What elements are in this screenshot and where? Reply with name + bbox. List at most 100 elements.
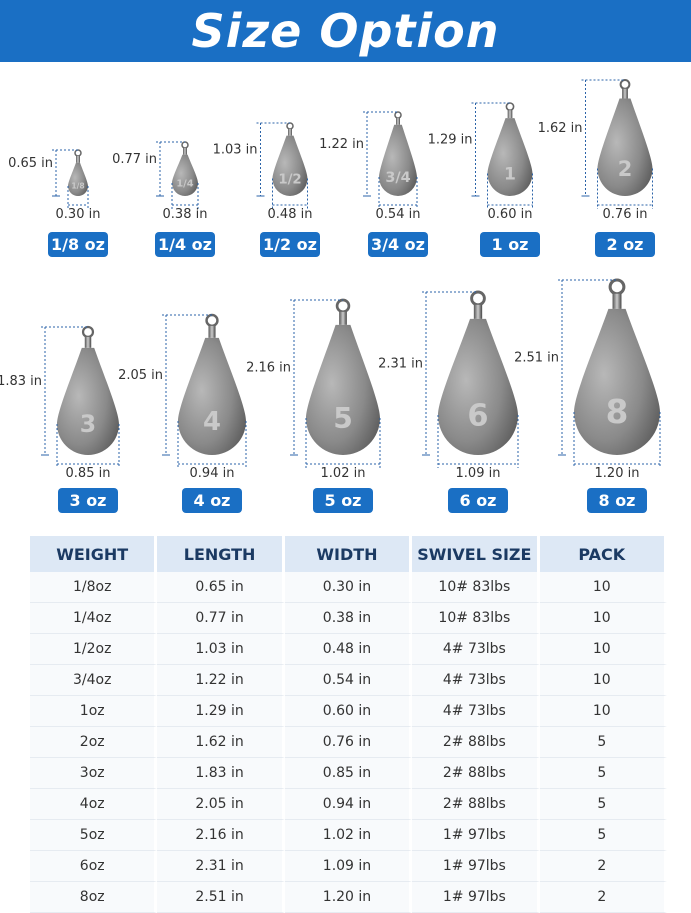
table-cell: 2.31 in xyxy=(157,851,285,882)
sinker-illustrations: 1/8 0.65 in 0.30 in 1/8 oz 1/4 0.77 in 0.38 in… xyxy=(0,79,661,513)
sinker: 1/8 xyxy=(68,149,88,196)
table-cell: 3/4oz xyxy=(30,665,158,696)
header-band: Size Option xyxy=(0,0,691,62)
sinker-body xyxy=(574,308,660,455)
table-cell: 1.20 in xyxy=(284,882,413,913)
table-cell: 1/2oz xyxy=(30,634,158,665)
table-cell: 1oz xyxy=(30,696,158,727)
table-row: 4oz 2.05 in 0.94 in 2# 88lbs 5 xyxy=(30,789,667,820)
length-label: 1.03 in xyxy=(213,143,258,158)
table-cell: 5oz xyxy=(30,820,158,851)
weight-badge xyxy=(58,488,118,513)
width-label: 0.54 in xyxy=(376,207,421,222)
weight-label: 6 oz xyxy=(459,491,496,510)
table-cell: 10 xyxy=(539,572,667,603)
weight-label: 1/2 oz xyxy=(263,235,317,254)
swivel-ring xyxy=(74,149,82,157)
swivel-barrel xyxy=(622,88,628,99)
weight-label: 1 oz xyxy=(491,235,528,254)
length-label: 2.51 in xyxy=(514,351,559,366)
weight-badge xyxy=(368,232,428,257)
table-cell: 2# 88lbs xyxy=(412,758,540,789)
table-row: 6oz 2.31 in 1.09 in 1# 97lbs 2 xyxy=(30,851,667,882)
sinker-stamp: 1/8 xyxy=(71,182,84,191)
weight-badge xyxy=(595,232,655,257)
width-label: 1.02 in xyxy=(321,466,366,481)
weight-label: 5 oz xyxy=(324,491,361,510)
sinker-stamp: 4 xyxy=(203,407,221,437)
table-row: 1/8oz 0.65 in 0.30 in 10# 83lbs 10 xyxy=(30,572,667,603)
table-cell: 2.16 in xyxy=(157,820,285,851)
column-header: WIDTH xyxy=(284,536,413,572)
table-cell: 1/4oz xyxy=(30,603,158,634)
table-row: 1oz 1.29 in 0.60 in 4# 73lbs 10 xyxy=(30,696,667,727)
table-cell: 1# 97lbs xyxy=(412,820,540,851)
sinker-stamp: 3 xyxy=(80,410,96,438)
swivel-ring xyxy=(505,102,515,112)
sinker-body xyxy=(438,318,518,455)
table-cell: 1.62 in xyxy=(157,727,285,758)
table-cell: 4# 73lbs xyxy=(412,696,540,727)
table-row: 3oz 1.83 in 0.85 in 2# 88lbs 5 xyxy=(30,758,667,789)
swivel-ring xyxy=(81,325,95,339)
table-cell: 10 xyxy=(539,665,667,696)
table-cell: 5 xyxy=(539,820,667,851)
table-cell: 2.05 in xyxy=(157,789,285,820)
table-cell: 0.77 in xyxy=(157,603,285,634)
swivel-barrel xyxy=(288,129,292,136)
table-cell: 1.03 in xyxy=(157,634,285,665)
swivel-barrel xyxy=(339,311,347,325)
table-cell: 4oz xyxy=(30,789,158,820)
table-cell: 1.02 in xyxy=(284,820,413,851)
table-cell: 0.60 in xyxy=(284,696,413,727)
swivel-ring xyxy=(286,122,294,130)
spec-table: WEIGHT LENGTH WIDTH SWIVEL SIZE PACK 1/8oz 0.6… xyxy=(30,536,667,913)
swivel-barrel xyxy=(612,293,622,309)
table-cell: 6oz xyxy=(30,851,158,882)
weight-label: 3 oz xyxy=(69,491,106,510)
sinker: 6 xyxy=(438,290,518,455)
swivel-barrel xyxy=(84,336,92,348)
sinker-stamp: 8 xyxy=(606,393,629,431)
table-cell: 0.54 in xyxy=(284,665,413,696)
swivel-ring xyxy=(181,141,189,149)
swivel-ring xyxy=(619,79,631,90)
table-cell: 1.09 in xyxy=(284,851,413,882)
sinker: 1/4 xyxy=(172,141,198,196)
table-cell: 1# 97lbs xyxy=(412,851,540,882)
table-cell: 1/8oz xyxy=(30,572,158,603)
table-row: 8oz 2.51 in 1.20 in 1# 97lbs 2 xyxy=(30,882,667,913)
length-label: 1.62 in xyxy=(538,121,583,136)
weight-badge xyxy=(48,232,108,257)
width-label: 0.60 in xyxy=(488,207,533,222)
table-cell: 10 xyxy=(539,603,667,634)
column-header: WEIGHT xyxy=(30,536,158,572)
column-header: PACK xyxy=(539,536,667,572)
sinker-body xyxy=(379,124,417,196)
width-label: 0.48 in xyxy=(268,207,313,222)
table-row: 3/4oz 1.22 in 0.54 in 4# 73lbs 10 xyxy=(30,665,667,696)
width-label: 0.85 in xyxy=(66,466,111,481)
sinker-stamp: 1/4 xyxy=(176,179,193,190)
table-row: 2oz 1.62 in 0.76 in 2# 88lbs 5 xyxy=(30,727,667,758)
swivel-barrel xyxy=(507,110,513,119)
table-cell: 1.22 in xyxy=(157,665,285,696)
weight-label: 1/4 oz xyxy=(158,235,212,254)
sinker: 3/4 xyxy=(379,111,417,196)
table-row: 1/2oz 1.03 in 0.48 in 4# 73lbs 10 xyxy=(30,634,667,665)
length-label: 2.16 in xyxy=(246,361,291,376)
length-label: 2.31 in xyxy=(378,357,423,372)
weight-badge xyxy=(313,488,373,513)
weight-badge xyxy=(587,488,647,513)
weight-badge xyxy=(480,232,540,257)
table-cell: 2 xyxy=(539,851,667,882)
weight-label: 2 oz xyxy=(606,235,643,254)
width-label: 1.09 in xyxy=(456,466,501,481)
sinker-body xyxy=(597,98,653,196)
swivel-barrel xyxy=(208,325,216,338)
swivel-ring xyxy=(608,278,626,296)
length-label: 1.83 in xyxy=(0,374,42,389)
table-cell: 1.83 in xyxy=(157,758,285,789)
table-cell: 2.51 in xyxy=(157,882,285,913)
